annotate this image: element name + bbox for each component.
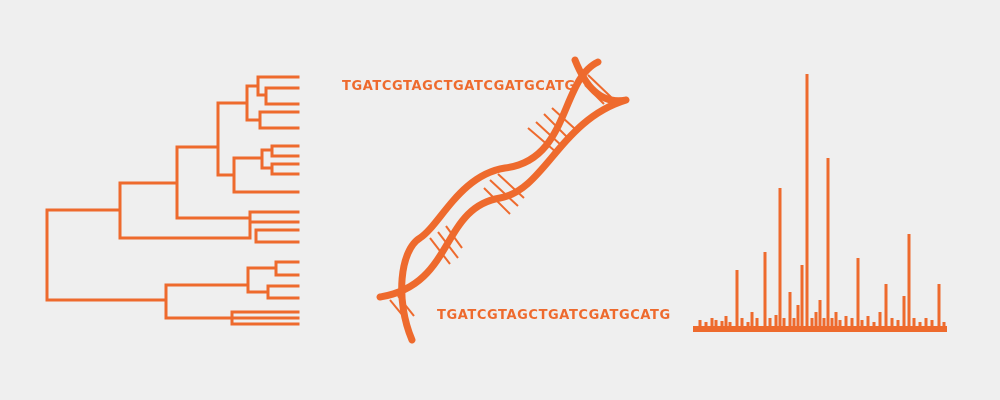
spectrum-baseline bbox=[693, 326, 947, 332]
dna-base-pair bbox=[527, 127, 557, 153]
dna-base-pair bbox=[535, 121, 563, 147]
dna-strand-b bbox=[398, 58, 602, 344]
dna-base-pair bbox=[587, 74, 613, 99]
dna-sequence-top: TGATCGTAGCTGATCGATGCATG bbox=[342, 79, 576, 94]
dna-strand-a bbox=[376, 56, 630, 301]
dna-sequence-bottom: TGATCGTAGCTGATCGATGCATG bbox=[437, 308, 671, 323]
dna-base-pair bbox=[497, 173, 525, 199]
dna-base-pair bbox=[489, 179, 519, 207]
